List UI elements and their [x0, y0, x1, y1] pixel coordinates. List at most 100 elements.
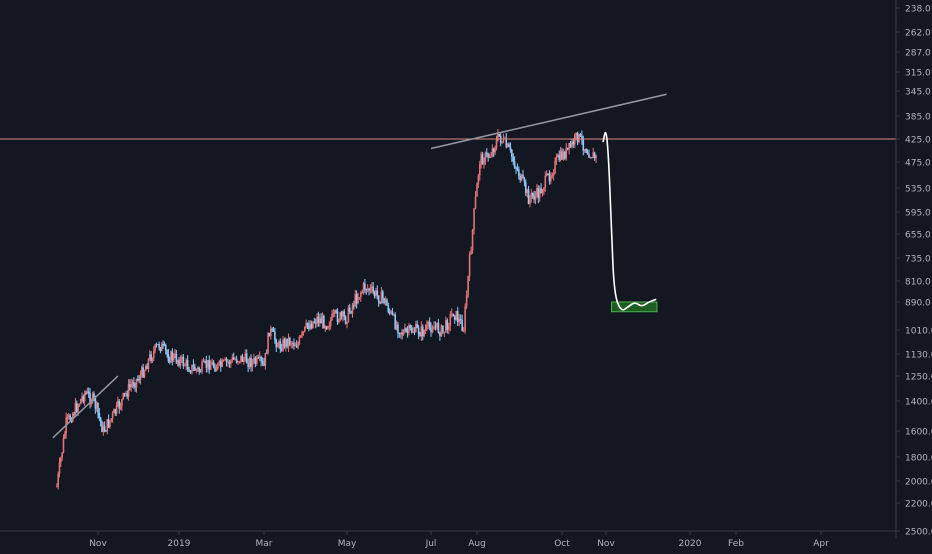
candle-body — [310, 323, 313, 329]
candle-body — [519, 175, 521, 181]
candle-body — [119, 406, 122, 409]
candle-body — [151, 358, 154, 362]
candle-body — [565, 147, 568, 159]
candle-body — [102, 426, 105, 432]
candle-body — [164, 344, 167, 351]
candle-body — [324, 326, 327, 329]
candle-body — [520, 174, 523, 181]
candle-body — [97, 402, 99, 414]
candle-body — [204, 361, 206, 362]
y-tick-label: 385.0 — [905, 113, 931, 123]
candle-body — [346, 322, 348, 324]
candle-body — [426, 324, 428, 330]
candle-body — [82, 396, 85, 402]
candle-body — [81, 396, 83, 400]
candle-body — [317, 316, 320, 323]
candle-body — [170, 351, 172, 363]
candle-body — [342, 311, 344, 317]
candle-body — [66, 416, 69, 418]
candle-body — [416, 324, 419, 328]
candle-body — [282, 339, 284, 351]
candle-body — [467, 276, 469, 296]
candle-body — [509, 146, 512, 151]
time-axis[interactable]: Nov 2019 Mar May Jul Aug Oct Nov 2020 Feb Apr — [89, 531, 829, 549]
candle-body — [536, 188, 538, 196]
candle-body — [231, 357, 234, 361]
candle-body — [461, 320, 463, 331]
candle-body — [591, 157, 593, 159]
y-tick-label: 2500.0 — [905, 528, 932, 538]
y-tick-label: 1400.0 — [905, 398, 932, 408]
trendline[interactable] — [430, 93, 667, 150]
x-tick-label: Mar — [256, 539, 273, 549]
candle-body — [449, 314, 452, 326]
x-tick-label: Aug — [468, 539, 486, 549]
candle-body — [299, 335, 302, 338]
candle-body — [471, 229, 474, 251]
candle-body — [241, 355, 244, 362]
candle-body — [215, 368, 218, 372]
projection-path[interactable] — [602, 131, 657, 311]
candle-body — [199, 371, 202, 373]
candle-body — [484, 152, 487, 163]
candle-body — [168, 360, 171, 363]
candle-body — [159, 347, 162, 352]
candle-body — [134, 385, 136, 388]
candle-body — [182, 356, 185, 367]
trendline[interactable] — [52, 375, 119, 439]
target-zone-box[interactable] — [611, 301, 658, 313]
candle-body — [387, 305, 390, 313]
candle-body — [230, 360, 232, 364]
candle-body — [131, 382, 134, 385]
candle-body — [209, 364, 212, 370]
candle-body — [232, 357, 235, 360]
candle-body — [67, 415, 70, 417]
candle-body — [583, 149, 586, 151]
candle-body — [474, 196, 477, 209]
candle-body — [174, 353, 176, 355]
y-tick-label: 287.0 — [905, 49, 931, 59]
candle-body — [423, 330, 425, 337]
candle-body — [270, 328, 272, 337]
y-tick-label: 238.0 — [905, 5, 931, 15]
candle-body — [366, 288, 369, 291]
candle-body — [91, 393, 94, 402]
candle-body — [566, 147, 569, 150]
candle-body — [419, 334, 421, 337]
candle-body — [240, 355, 242, 362]
candle-body — [417, 327, 420, 335]
candle-body — [276, 346, 279, 348]
candle-body — [211, 361, 213, 365]
candle-body — [109, 420, 111, 428]
candle-body — [205, 361, 208, 368]
y-tick-label: 262.0 — [905, 29, 931, 39]
candle-body — [564, 151, 566, 159]
candle-body — [258, 356, 261, 358]
candle-body — [336, 311, 339, 323]
candle-body — [79, 399, 82, 405]
candle-body — [267, 332, 269, 354]
price-axis[interactable]: 238.0 262.0 287.0 315.0 345.0 385.0 425.0 475.0… — [896, 5, 932, 538]
y-tick-label: 735.0 — [905, 255, 931, 265]
candle-body — [152, 350, 155, 359]
candle-body — [278, 341, 280, 347]
candle-body — [480, 154, 482, 164]
candle-body — [228, 361, 231, 364]
candle-body — [238, 361, 241, 362]
candle-body — [348, 307, 351, 312]
candle-body — [588, 154, 590, 158]
candle-body — [358, 297, 361, 299]
candle-body — [195, 369, 198, 371]
candle-body — [395, 324, 398, 329]
candle-body — [408, 325, 410, 333]
candle-body — [90, 401, 93, 404]
candle-body — [421, 326, 424, 337]
candle-body — [139, 375, 142, 381]
candle-body — [185, 360, 188, 366]
y-tick-label: 1600.0 — [905, 428, 932, 438]
y-tick-label: 595.0 — [905, 209, 931, 219]
candle-body — [265, 352, 268, 354]
candle-body — [135, 378, 138, 388]
